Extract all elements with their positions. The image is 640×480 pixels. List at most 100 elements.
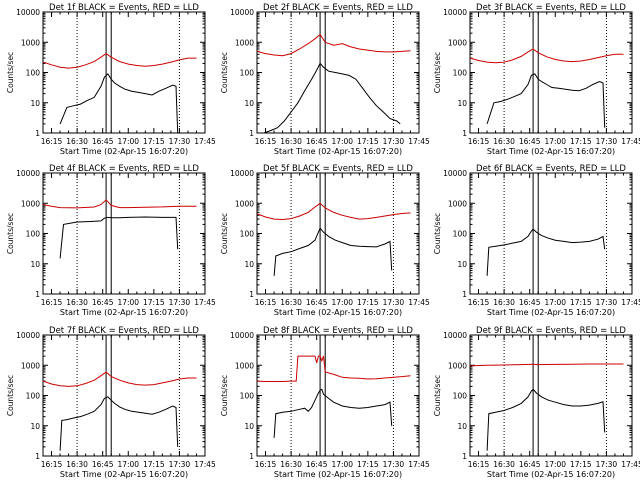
y-tick-label: 1 bbox=[462, 290, 467, 299]
x-tick-label: 16:15 bbox=[41, 137, 63, 146]
plot-frame bbox=[469, 172, 633, 295]
y-tick-label: 10 bbox=[244, 99, 254, 108]
x-tick-label: 16:30 bbox=[493, 137, 515, 146]
series-lld-line bbox=[43, 199, 197, 209]
x-tick-label: 17:45 bbox=[194, 298, 216, 307]
plot-frame bbox=[42, 334, 206, 457]
x-tick-label: 16:45 bbox=[519, 460, 541, 469]
y-tick-label: 10 bbox=[244, 422, 254, 431]
x-tick-label: 17:15 bbox=[570, 298, 592, 307]
plot-frame bbox=[256, 334, 420, 457]
x-tick-label: 16:45 bbox=[306, 137, 328, 146]
y-tick-label: 10 bbox=[30, 422, 40, 431]
panel-4: 1 10 100 1000 10000 16:15 16:30 16:45 17:00 17:15… bbox=[6, 164, 216, 317]
x-tick-label: 17:00 bbox=[544, 298, 566, 307]
y-axis-label: Counts/sec bbox=[433, 375, 442, 416]
panel-title: Det 2f BLACK = Events, RED = LLD bbox=[263, 3, 413, 13]
y-axis-label: Counts/sec bbox=[220, 375, 229, 416]
x-tick-label: 17:00 bbox=[117, 460, 139, 469]
y-tick-label: 10000 bbox=[16, 8, 40, 17]
y-axis-label: Counts/sec bbox=[433, 52, 442, 93]
x-tick-label: 17:45 bbox=[408, 298, 430, 307]
x-axis-label: Start Time (02-Apr-15 16:07:20) bbox=[487, 308, 615, 317]
x-tick-label: 16:45 bbox=[92, 137, 114, 146]
x-tick-label: 17:30 bbox=[169, 460, 191, 469]
x-tick-label: 16:15 bbox=[41, 298, 63, 307]
y-tick-label: 1 bbox=[35, 129, 40, 138]
x-tick-label: 16:30 bbox=[493, 298, 515, 307]
y-tick-label: 10 bbox=[457, 422, 467, 431]
y-axis-label: Counts/sec bbox=[6, 52, 15, 93]
x-tick-label: 17:30 bbox=[383, 460, 405, 469]
y-tick-label: 100 bbox=[26, 392, 41, 401]
x-tick-label: 16:30 bbox=[280, 298, 302, 307]
series-lld-line bbox=[43, 52, 197, 69]
x-tick-label: 16:45 bbox=[92, 298, 114, 307]
x-tick-label: 16:15 bbox=[255, 137, 277, 146]
x-tick-label: 16:15 bbox=[468, 137, 490, 146]
y-tick-label: 1 bbox=[249, 129, 254, 138]
series-events-line bbox=[257, 62, 401, 133]
y-tick-label: 10 bbox=[457, 99, 467, 108]
y-tick-label: 10 bbox=[30, 99, 40, 108]
plot-frame bbox=[469, 11, 633, 134]
x-tick-label: 16:45 bbox=[92, 460, 114, 469]
panel-2: 1 10 100 1000 10000 16:15 16:30 16:45 17:00 17:15… bbox=[220, 3, 430, 156]
x-tick-label: 17:45 bbox=[408, 460, 430, 469]
y-tick-label: 10 bbox=[457, 260, 467, 269]
x-tick-label: 17:30 bbox=[596, 137, 618, 146]
x-tick-label: 16:15 bbox=[255, 460, 277, 469]
x-tick-label: 16:45 bbox=[519, 298, 541, 307]
plot-frame bbox=[469, 334, 633, 457]
y-tick-label: 10 bbox=[244, 260, 254, 269]
series-lld-line bbox=[43, 371, 197, 387]
x-tick-label: 17:45 bbox=[194, 460, 216, 469]
x-tick-label: 16:30 bbox=[493, 460, 515, 469]
x-tick-label: 16:15 bbox=[468, 298, 490, 307]
y-tick-label: 10000 bbox=[443, 331, 467, 340]
x-tick-label: 17:30 bbox=[169, 298, 191, 307]
y-tick-label: 100 bbox=[453, 69, 468, 78]
y-tick-label: 10 bbox=[30, 260, 40, 269]
y-tick-label: 10000 bbox=[230, 8, 254, 17]
x-axis-label: Start Time (02-Apr-15 16:07:20) bbox=[60, 147, 188, 156]
x-tick-label: 17:15 bbox=[357, 298, 379, 307]
x-tick-label: 17:45 bbox=[621, 137, 640, 146]
x-tick-label: 17:00 bbox=[331, 298, 353, 307]
panel-5: 1 10 100 1000 10000 16:15 16:30 16:45 17:00 17:15… bbox=[220, 164, 430, 317]
y-tick-label: 100 bbox=[240, 230, 255, 239]
x-axis-label: Start Time (02-Apr-15 16:07:20) bbox=[274, 147, 402, 156]
series-events-line bbox=[273, 227, 393, 276]
panel-title: Det 5f BLACK = Events, RED = LLD bbox=[263, 164, 413, 174]
y-tick-label: 1000 bbox=[235, 38, 254, 47]
y-axis-label: Counts/sec bbox=[433, 213, 442, 254]
x-tick-label: 16:15 bbox=[255, 298, 277, 307]
series-lld-line bbox=[257, 33, 411, 57]
y-tick-label: 10000 bbox=[16, 169, 40, 178]
y-tick-label: 1000 bbox=[21, 199, 40, 208]
y-tick-label: 1 bbox=[462, 129, 467, 138]
series-lld-line bbox=[470, 363, 624, 367]
x-tick-label: 17:45 bbox=[621, 460, 640, 469]
series-lld-line bbox=[470, 48, 624, 64]
x-tick-label: 17:15 bbox=[143, 137, 165, 146]
x-axis-label: Start Time (02-Apr-15 16:07:20) bbox=[60, 308, 188, 317]
panel-1: 1 10 100 1000 10000 16:15 16:30 16:45 17:00 17:15… bbox=[6, 3, 216, 156]
y-tick-label: 1000 bbox=[235, 199, 254, 208]
y-tick-label: 1000 bbox=[235, 361, 254, 370]
x-tick-label: 17:30 bbox=[596, 460, 618, 469]
x-tick-label: 16:15 bbox=[41, 460, 63, 469]
panel-3: 1 10 100 1000 10000 16:15 16:30 16:45 17:00 17:15… bbox=[433, 3, 640, 156]
panel-title: Det 4f BLACK = Events, RED = LLD bbox=[49, 164, 199, 174]
y-tick-label: 1 bbox=[462, 452, 467, 461]
y-tick-label: 10000 bbox=[230, 331, 254, 340]
x-tick-label: 17:15 bbox=[143, 460, 165, 469]
panel-title: Det 9f BLACK = Events, RED = LLD bbox=[476, 326, 626, 336]
panel-title: Det 7f BLACK = Events, RED = LLD bbox=[49, 326, 199, 336]
x-tick-label: 17:00 bbox=[117, 137, 139, 146]
panel-8: 1 10 100 1000 10000 16:15 16:30 16:45 17:00 17:15… bbox=[220, 326, 430, 479]
x-tick-label: 17:30 bbox=[383, 298, 405, 307]
x-tick-label: 17:30 bbox=[596, 298, 618, 307]
x-tick-label: 17:00 bbox=[331, 137, 353, 146]
x-axis-label: Start Time (02-Apr-15 16:07:20) bbox=[60, 470, 188, 479]
